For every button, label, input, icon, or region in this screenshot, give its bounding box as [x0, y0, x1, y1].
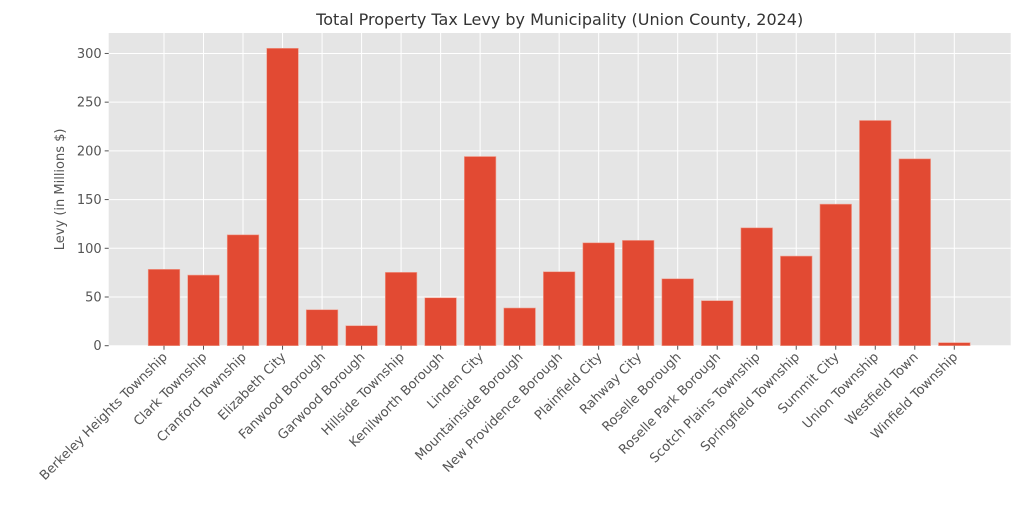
y-axis-label: Levy (in Millions $): [53, 128, 68, 250]
bar-westfield-town: [898, 158, 931, 346]
bar-plainfield-city: [582, 242, 615, 346]
bar-clark-township: [187, 274, 220, 347]
bar-mountainside-borough: [503, 307, 536, 346]
x-tick-label: Elizabeth City: [216, 350, 290, 424]
x-tick-label: Plainfield City: [532, 350, 606, 424]
bar-kenilworth-borough: [424, 297, 457, 347]
y-tick-label: 300: [77, 47, 102, 62]
bar-fanwood-borough: [305, 309, 339, 347]
chart-title: Total Property Tax Levy by Municipality …: [315, 10, 803, 29]
y-tick-label: 250: [77, 96, 102, 111]
y-tick-label: 50: [85, 290, 102, 305]
bar-winfield-township: [938, 342, 971, 346]
y-tick-label: 200: [77, 144, 102, 159]
bar-cranford-township: [226, 234, 260, 347]
bar-springfield-township: [780, 255, 813, 347]
bar-union-township: [859, 120, 892, 346]
bar-roselle-borough: [661, 278, 694, 347]
bars: [147, 47, 971, 347]
bar-new-providence-borough: [543, 271, 576, 346]
bar-roselle-park-borough: [701, 300, 734, 347]
bar-hillside-township: [384, 272, 418, 347]
bar-berkeley-heights-township: [147, 269, 181, 347]
y-tick-label: 0: [93, 339, 101, 354]
bar-garwood-borough: [345, 325, 378, 347]
bar-rahway-city: [622, 240, 655, 347]
y-tick-label: 100: [77, 242, 102, 257]
bar-summit-city: [819, 203, 852, 346]
bar-elizabeth-city: [266, 47, 299, 346]
bar-scotch-plains-township: [740, 227, 773, 346]
y-tick-label: 150: [77, 193, 102, 208]
bar-linden-city: [464, 156, 497, 347]
y-axis: 0 50 100 150 200 250 300: [77, 47, 109, 354]
